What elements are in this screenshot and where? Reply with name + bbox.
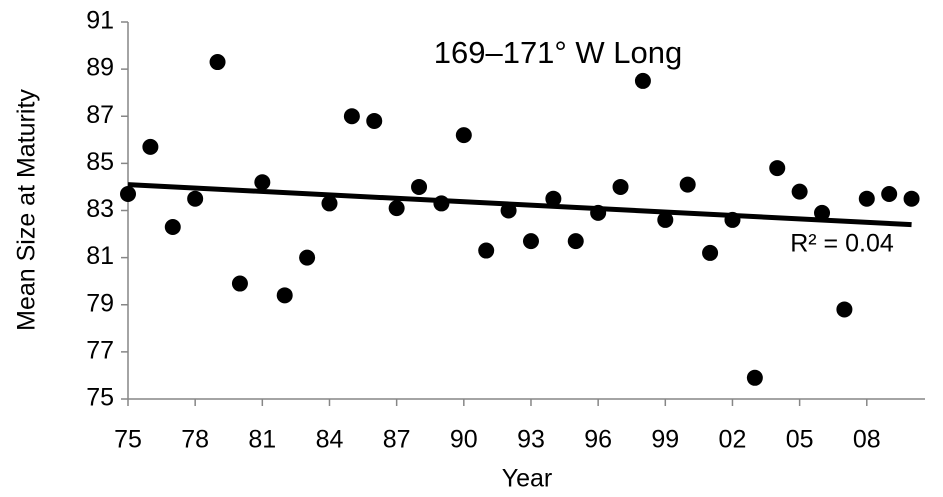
x-tick-label: 05 <box>786 426 814 454</box>
point <box>411 178 428 195</box>
point <box>522 233 539 250</box>
y-tick-label: 81 <box>86 242 114 270</box>
point <box>903 190 920 207</box>
x-axis-label: Year <box>502 465 553 493</box>
point <box>791 183 808 200</box>
x-tick-label: 99 <box>651 426 679 454</box>
y-axis-label: Mean Size at Maturity <box>13 89 41 331</box>
point <box>187 190 204 207</box>
x-tick-label: 78 <box>181 426 209 454</box>
point <box>299 249 316 266</box>
x-tick-label: 08 <box>853 426 881 454</box>
point <box>545 190 562 207</box>
point <box>142 138 159 155</box>
point <box>209 54 226 71</box>
point <box>657 211 674 228</box>
x-tick-label: 02 <box>719 426 747 454</box>
trend-annotation: R² = 0.04 <box>790 230 894 258</box>
point <box>814 204 831 221</box>
point <box>343 108 360 125</box>
point <box>836 301 853 318</box>
point <box>231 275 248 292</box>
point <box>746 369 763 386</box>
x-tick-label: 87 <box>383 426 411 454</box>
point <box>433 195 450 212</box>
point <box>366 112 383 129</box>
x-tick-label: 90 <box>450 426 478 454</box>
point <box>769 160 786 177</box>
y-tick-label: 85 <box>86 148 114 176</box>
y-tick-label: 77 <box>86 336 114 364</box>
point <box>858 190 875 207</box>
x-tick-label: 96 <box>584 426 612 454</box>
trend-line <box>127 182 912 228</box>
point <box>500 202 517 219</box>
point <box>881 186 898 203</box>
y-tick-label: 91 <box>86 7 114 35</box>
point <box>612 178 629 195</box>
y-tick-label: 79 <box>86 289 114 317</box>
x-tick-label: 84 <box>316 426 344 454</box>
y-tick-label: 89 <box>86 54 114 82</box>
x-tick-label: 75 <box>114 426 142 454</box>
chart-title: 169–171° W Long <box>434 35 683 70</box>
point <box>724 211 741 228</box>
point <box>164 218 181 235</box>
point <box>634 72 651 89</box>
point <box>120 186 136 203</box>
point <box>388 200 405 217</box>
point <box>455 127 472 144</box>
y-tick-label: 83 <box>86 195 114 223</box>
point <box>702 244 719 261</box>
point <box>276 287 293 304</box>
point <box>478 242 495 259</box>
point <box>254 174 271 191</box>
point <box>321 195 338 212</box>
point <box>679 176 696 193</box>
x-tick-label: 93 <box>517 426 545 454</box>
point <box>590 204 607 221</box>
point <box>567 233 584 250</box>
y-tick-label: 87 <box>86 101 114 129</box>
x-tick-label: 81 <box>248 426 276 454</box>
y-tick-label: 75 <box>86 384 114 412</box>
